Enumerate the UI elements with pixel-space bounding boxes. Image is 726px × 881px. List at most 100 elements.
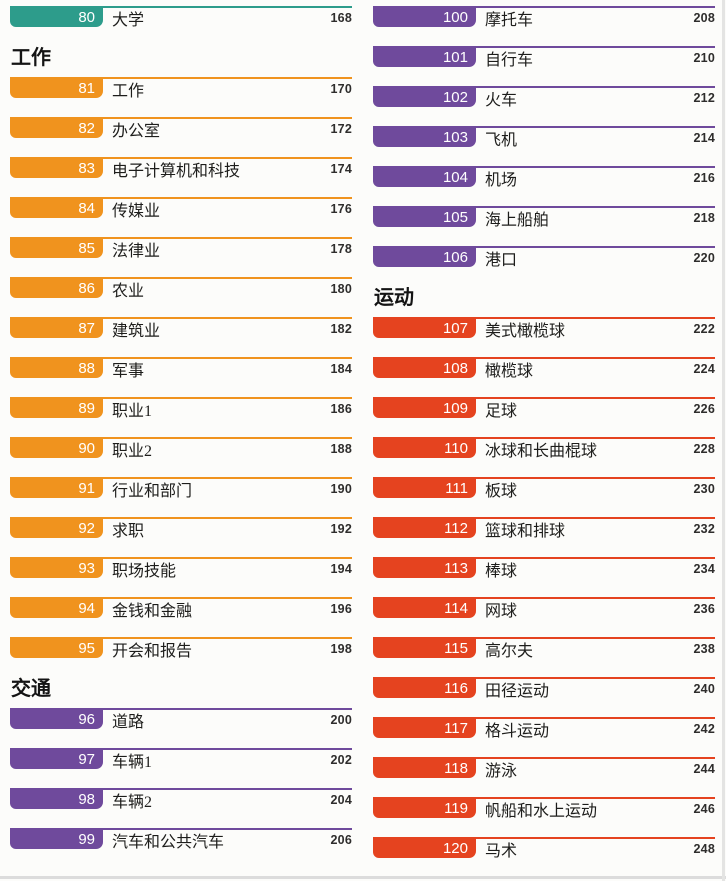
- chapter-title: 大学: [112, 11, 145, 29]
- chapter-number-badge: 86: [10, 279, 103, 298]
- toc-entry-102: 102 火车 212: [373, 86, 715, 109]
- toc-entry-118: 118 游泳 244: [373, 757, 715, 780]
- toc-entry-117: 117 格斗运动 242: [373, 717, 715, 740]
- chapter-number: 105: [442, 209, 468, 226]
- page-edge-bottom: [0, 876, 726, 879]
- page-edge-right: [722, 0, 725, 881]
- chapter-number-badge: 118: [373, 759, 476, 778]
- toc-entry-103: 103 飞机 214: [373, 126, 715, 149]
- chapter-number: 96: [78, 711, 95, 728]
- chapter-number: 93: [78, 560, 95, 577]
- chapter-number-badge: 94: [10, 599, 103, 618]
- chapter-title: 机场: [485, 171, 518, 189]
- chapter-number: 108: [442, 360, 468, 377]
- chapter-title: 道路: [112, 713, 145, 731]
- section-header: 运动: [374, 287, 414, 309]
- chapter-number-badge: 114: [373, 599, 476, 618]
- chapter-number-badge: 108: [373, 359, 476, 378]
- chapter-number-badge: 81: [10, 79, 103, 98]
- chapter-title: 马术: [485, 842, 518, 860]
- toc-entry-89: 89 职业1 186: [10, 397, 352, 420]
- page-number: 220: [693, 250, 715, 265]
- page-number: 228: [693, 441, 715, 456]
- chapter-number-badge: 85: [10, 239, 103, 258]
- page-number: 186: [330, 401, 352, 416]
- toc-entry-105: 105 海上船舶 218: [373, 206, 715, 229]
- chapter-title: 办公室: [112, 122, 161, 140]
- toc-entry-96: 96 道路 200: [10, 708, 352, 731]
- chapter-number-badge: 119: [373, 799, 476, 818]
- chapter-number-badge: 109: [373, 399, 476, 418]
- chapter-number-badge: 112: [373, 519, 476, 538]
- toc-entry-109: 109 足球 226: [373, 397, 715, 420]
- chapter-title: 冰球和长曲棍球: [485, 442, 598, 460]
- toc-entry-104: 104 机场 216: [373, 166, 715, 189]
- chapter-number-badge: 116: [373, 679, 476, 698]
- toc-entry-110: 110 冰球和长曲棍球 228: [373, 437, 715, 460]
- chapter-number: 110: [444, 440, 468, 457]
- page-number: 248: [693, 841, 715, 856]
- page-number: 234: [693, 561, 715, 576]
- toc-entry-115: 115 高尔夫 238: [373, 637, 715, 660]
- page-number: 198: [330, 641, 352, 656]
- chapter-number: 119: [444, 800, 468, 817]
- toc-entry-94: 94 金钱和金融 196: [10, 597, 352, 620]
- chapter-number: 94: [78, 600, 95, 617]
- chapter-number-badge: 98: [10, 790, 103, 809]
- chapter-number: 116: [444, 680, 468, 697]
- chapter-number-badge: 120: [373, 839, 476, 858]
- chapter-title: 摩托车: [485, 11, 534, 29]
- chapter-number: 101: [442, 49, 468, 66]
- toc-entry-100: 100 摩托车 208: [373, 6, 715, 29]
- page-number: 182: [330, 321, 352, 336]
- chapter-number: 81: [78, 80, 95, 97]
- chapter-number-badge: 102: [373, 88, 476, 107]
- chapter-title: 行业和部门: [112, 482, 193, 500]
- chapter-title: 职场技能: [112, 562, 177, 580]
- toc-entry-108: 108 橄榄球 224: [373, 357, 715, 380]
- page-number: 208: [693, 10, 715, 25]
- chapter-title: 法律业: [112, 242, 161, 260]
- page-number: 244: [693, 761, 715, 776]
- page-number: 224: [693, 361, 715, 376]
- chapter-title: 职业1: [112, 402, 153, 420]
- chapter-number-badge: 113: [373, 559, 476, 578]
- chapter-number-badge: 83: [10, 159, 103, 178]
- chapter-number-badge: 105: [373, 208, 476, 227]
- chapter-number: 103: [442, 129, 468, 146]
- chapter-number-badge: 88: [10, 359, 103, 378]
- page-number: 202: [330, 752, 352, 767]
- page-number: 246: [693, 801, 715, 816]
- chapter-number-badge: 115: [373, 639, 476, 658]
- chapter-title: 棒球: [485, 562, 518, 580]
- chapter-number: 107: [442, 320, 468, 337]
- toc-entry-116: 116 田径运动 240: [373, 677, 715, 700]
- chapter-title: 游泳: [485, 762, 518, 780]
- page-number: 238: [693, 641, 715, 656]
- chapter-number-badge: 107: [373, 319, 476, 338]
- toc-column-right: 100 摩托车 208 101 自行车 210 102 火车 212 103 飞…: [373, 6, 715, 877]
- toc-entry-88: 88 军事 184: [10, 357, 352, 380]
- chapter-title: 汽车和公共汽车: [112, 833, 225, 851]
- chapter-number-badge: 89: [10, 399, 103, 418]
- chapter-number: 102: [442, 89, 468, 106]
- chapter-number-badge: 82: [10, 119, 103, 138]
- page-number: 204: [330, 792, 352, 807]
- chapter-number-badge: 101: [373, 48, 476, 67]
- chapter-number: 87: [78, 320, 95, 337]
- chapter-number-badge: 91: [10, 479, 103, 498]
- chapter-title: 开会和报告: [112, 642, 193, 660]
- chapter-title: 自行车: [485, 51, 534, 69]
- chapter-title: 农业: [112, 282, 145, 300]
- chapter-number-badge: 87: [10, 319, 103, 338]
- toc-entry-86: 86 农业 180: [10, 277, 352, 300]
- toc-entry-90: 90 职业2 188: [10, 437, 352, 460]
- chapter-number: 82: [78, 120, 95, 137]
- chapter-number-badge: 103: [373, 128, 476, 147]
- page-number: 230: [693, 481, 715, 496]
- chapter-number-badge: 92: [10, 519, 103, 538]
- toc-entry-81: 81 工作 170: [10, 77, 352, 100]
- page-number: 192: [330, 521, 352, 536]
